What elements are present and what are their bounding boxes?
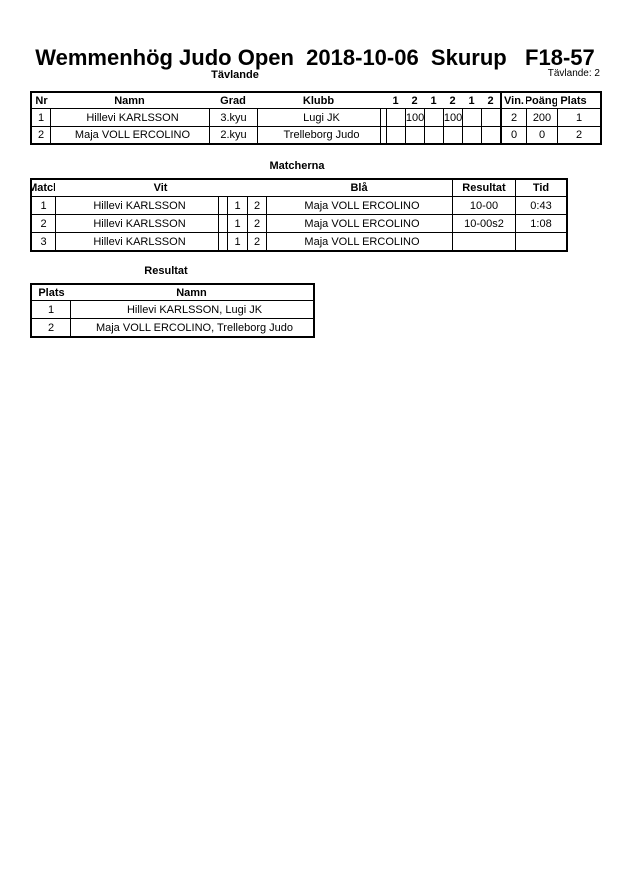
col-header-vin: Vin. bbox=[500, 93, 526, 108]
col-header-namn: Namn bbox=[176, 286, 207, 299]
competitor-name-cell: Maja VOLL ERCOLINO bbox=[50, 126, 209, 143]
col-header-match: Match bbox=[32, 182, 55, 194]
score-cell bbox=[462, 126, 481, 143]
match-blue-name-cell: Maja VOLL ERCOLINO bbox=[266, 214, 452, 232]
result-place-cell: 2 bbox=[32, 318, 70, 336]
score-cell bbox=[462, 108, 481, 126]
competitor-nr-cell: 1 bbox=[32, 108, 50, 126]
competitor-wins-cell: 0 bbox=[500, 126, 526, 143]
match-blue-nr-cell: 2 bbox=[247, 196, 266, 214]
match-white-nr-cell: 1 bbox=[227, 214, 247, 232]
competitor-place-cell: 1 bbox=[557, 108, 600, 126]
match-blue-name-cell: Maja VOLL ERCOLINO bbox=[266, 196, 452, 214]
col-header-tid: Tid bbox=[515, 180, 566, 196]
matches-table: Match Vit Blå Resultat Tid 1 Hillevi KAR… bbox=[30, 178, 568, 252]
match-blue-name-cell: Maja VOLL ERCOLINO bbox=[266, 232, 452, 250]
match-nr-cell: 3 bbox=[32, 232, 55, 250]
result-place-cell: 1 bbox=[32, 300, 70, 318]
competitor-place-cell: 2 bbox=[557, 126, 600, 143]
match-result-cell: 10-00s2 bbox=[452, 214, 515, 232]
col-header-vit: Vit bbox=[153, 182, 168, 194]
spacer-cell bbox=[380, 108, 386, 126]
col-header-klubb: Klubb bbox=[302, 94, 335, 107]
page-title: Wemmenhög Judo Open 2018-10-06 Skurup F1… bbox=[35, 45, 595, 70]
competitor-grad-cell: 2.kyu bbox=[209, 126, 257, 143]
match-nr-cell: 2 bbox=[32, 214, 55, 232]
results-section-label: Resultat bbox=[144, 265, 188, 277]
col-header-score-3: 1 bbox=[430, 94, 437, 107]
score-cell bbox=[386, 126, 405, 143]
score-cell bbox=[424, 126, 443, 143]
score-cell: 100 bbox=[405, 108, 424, 126]
matches-section-label: Matcherna bbox=[269, 160, 325, 172]
spacer-cell bbox=[218, 214, 227, 232]
col-header-score-6: 2 bbox=[487, 94, 494, 107]
score-cell: 100 bbox=[443, 108, 462, 126]
competitor-grad-cell: 3.kyu bbox=[209, 108, 257, 126]
spacer-cell bbox=[218, 196, 227, 214]
match-result-cell: 10-00 bbox=[452, 196, 515, 214]
competitor-nr-cell: 2 bbox=[32, 126, 50, 143]
match-white-name-cell: Hillevi KARLSSON bbox=[55, 232, 218, 250]
match-time-cell: 1:08 bbox=[515, 214, 566, 232]
score-cell bbox=[443, 126, 462, 143]
match-white-name-cell: Hillevi KARLSSON bbox=[55, 214, 218, 232]
col-header-plats: Plats bbox=[38, 286, 65, 299]
score-cell bbox=[481, 126, 500, 143]
match-white-nr-cell: 1 bbox=[227, 196, 247, 214]
col-header-bla: Blå bbox=[350, 182, 368, 194]
match-time-cell: 0:43 bbox=[515, 196, 566, 214]
spacer-cell bbox=[218, 232, 227, 250]
score-cell bbox=[424, 108, 443, 126]
result-name-cell: Maja VOLL ERCOLINO, Trelleborg Judo bbox=[70, 318, 313, 336]
col-header-nr: Nr bbox=[35, 94, 48, 107]
competitor-points-cell: 200 bbox=[526, 108, 557, 126]
results-table: Plats Namn 1 Hillevi KARLSSON, Lugi JK 2… bbox=[30, 283, 315, 338]
match-result-cell bbox=[452, 232, 515, 250]
spacer-cell bbox=[380, 126, 386, 143]
col-header-score-5: 1 bbox=[468, 94, 475, 107]
match-white-name-cell: Hillevi KARLSSON bbox=[55, 196, 218, 214]
col-header-poang: Poäng bbox=[526, 94, 557, 107]
match-blue-nr-cell: 2 bbox=[247, 214, 266, 232]
competitor-points-cell: 0 bbox=[526, 126, 557, 143]
competitor-club-cell: Lugi JK bbox=[257, 108, 380, 126]
competitors-count: Tävlande: 2 bbox=[547, 68, 600, 79]
match-blue-nr-cell: 2 bbox=[247, 232, 266, 250]
score-cell bbox=[405, 126, 424, 143]
col-header-plats: Plats bbox=[560, 94, 587, 107]
competitor-wins-cell: 2 bbox=[500, 108, 526, 126]
score-cell bbox=[481, 108, 500, 126]
match-time-cell bbox=[515, 232, 566, 250]
competitor-name-cell: Hillevi KARLSSON bbox=[50, 108, 209, 126]
col-header-namn: Namn bbox=[114, 94, 145, 107]
match-white-nr-cell: 1 bbox=[227, 232, 247, 250]
competitors-table: Nr Namn Grad Klubb 1 2 1 2 1 2 Vin. Poän… bbox=[30, 91, 602, 145]
col-header-score-2: 2 bbox=[411, 94, 418, 107]
col-header-grad: Grad bbox=[220, 94, 246, 107]
competitor-club-cell: Trelleborg Judo bbox=[257, 126, 380, 143]
score-cell bbox=[386, 108, 405, 126]
result-name-cell: Hillevi KARLSSON, Lugi JK bbox=[70, 300, 313, 318]
match-nr-cell: 1 bbox=[32, 196, 55, 214]
col-header-resultat: Resultat bbox=[452, 180, 515, 196]
col-header-score-4: 2 bbox=[449, 94, 456, 107]
competitors-section-label: Tävlande bbox=[211, 69, 259, 81]
col-header-score-1: 1 bbox=[392, 94, 399, 107]
